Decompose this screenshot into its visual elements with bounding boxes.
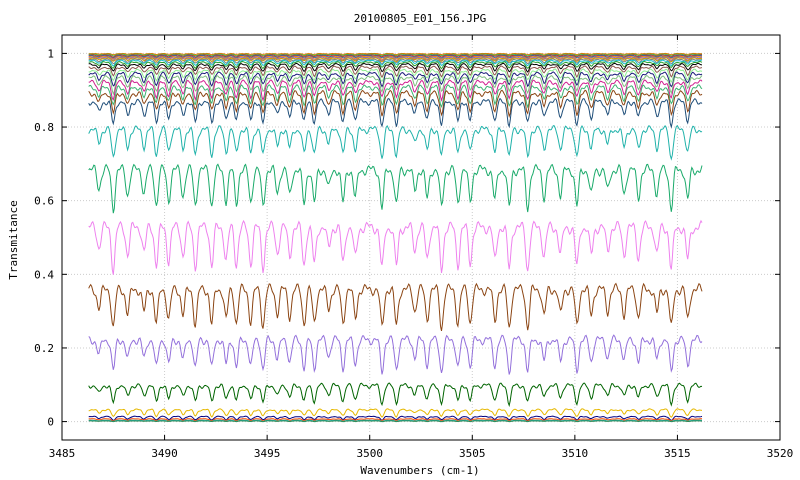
series-line xyxy=(88,415,703,421)
series-line xyxy=(88,59,703,67)
series-line xyxy=(88,55,702,60)
series-line xyxy=(88,62,703,73)
series-line xyxy=(88,219,703,275)
y-axis-label: Transmitance xyxy=(7,200,20,279)
series-line xyxy=(88,68,703,83)
series-group xyxy=(88,52,703,423)
series-line xyxy=(88,282,703,332)
y-tick-label: 0.6 xyxy=(34,195,54,208)
x-axis-ticks: 3485 3490 3495 3500 3505 3510 3515 3520 xyxy=(49,35,794,460)
y-tick-label: 0.8 xyxy=(34,121,54,134)
series-line xyxy=(88,89,703,119)
series-line xyxy=(88,97,703,129)
series-line xyxy=(88,382,703,408)
x-tick-label: 3510 xyxy=(562,447,589,460)
series-line xyxy=(88,58,703,65)
series-line xyxy=(88,54,702,58)
series-line xyxy=(88,53,703,57)
series-line xyxy=(88,420,702,423)
series-line xyxy=(88,57,703,63)
series-line xyxy=(88,74,703,96)
series-line xyxy=(88,52,702,56)
series-line xyxy=(88,334,703,375)
x-axis-label: Wavenumbers (cm-1) xyxy=(360,464,479,477)
series-line xyxy=(88,408,703,418)
x-tick-label: 3515 xyxy=(664,447,691,460)
series-line xyxy=(88,79,703,102)
chart-title: 20100805_E01_156.JPG xyxy=(354,12,486,25)
series-line xyxy=(88,124,703,161)
y-axis-ticks: 0 0.2 0.4 0.6 0.8 1 xyxy=(34,47,780,429)
series-line xyxy=(88,65,703,79)
series-line xyxy=(88,55,703,59)
series-line xyxy=(88,84,703,109)
y-tick-label: 0.2 xyxy=(34,342,54,355)
series-line xyxy=(88,163,703,214)
x-tick-label: 3520 xyxy=(767,447,794,460)
x-tick-label: 3495 xyxy=(254,447,281,460)
x-tick-label: 3490 xyxy=(151,447,178,460)
y-tick-label: 0.4 xyxy=(34,268,54,281)
y-tick-label: 0 xyxy=(47,416,54,429)
series-line xyxy=(88,60,703,70)
y-tick-label: 1 xyxy=(47,47,54,60)
plot-frame xyxy=(61,34,781,441)
x-tick-label: 3485 xyxy=(49,447,76,460)
x-tick-label: 3500 xyxy=(356,447,383,460)
series-line xyxy=(88,418,702,422)
series-line xyxy=(88,71,703,88)
x-tick-label: 3505 xyxy=(459,447,486,460)
